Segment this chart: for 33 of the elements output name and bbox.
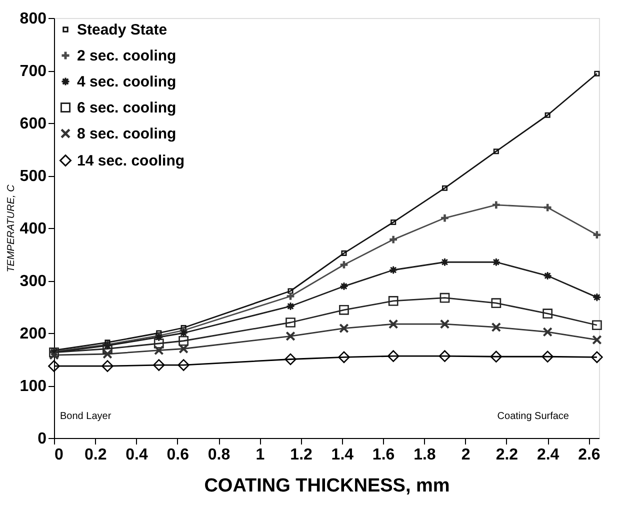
y-tick-label: 0 <box>38 430 47 448</box>
y-axis-title: TEMPERATURE, C <box>6 184 17 272</box>
y-tick-label: 500 <box>20 168 47 185</box>
x-tick-label: 0.8 <box>208 446 230 464</box>
legend-label: 4 sec. cooling <box>77 74 176 90</box>
x-tick-label: 0.6 <box>166 446 190 464</box>
y-tick-label: 600 <box>20 116 47 132</box>
legend-label: 2 sec. cooling <box>77 48 176 64</box>
y-tick-label: 100 <box>20 378 47 395</box>
annotation: Bond Layer <box>60 411 112 422</box>
y-tick-label: 700 <box>20 63 47 80</box>
x-tick-label: 1 <box>256 446 265 464</box>
x-tick-label: 2.6 <box>578 446 600 464</box>
legend-label: Steady State <box>77 22 168 38</box>
legend-label: 14 sec. cooling <box>77 152 185 170</box>
x-tick-label: 0 <box>54 446 64 464</box>
legend-label: 6 sec. cooling <box>77 100 176 116</box>
x-tick-label: 1.2 <box>290 446 313 464</box>
x-tick-label: 0.2 <box>84 446 107 464</box>
x-axis-title: COATING THICKNESS, mm <box>204 476 450 496</box>
x-tick-label: 2 <box>461 446 470 464</box>
x-tick-label: 2.4 <box>536 446 560 464</box>
y-tick-label: 300 <box>20 273 47 290</box>
x-tick-label: 1.8 <box>414 446 436 464</box>
x-tick-label: 0.4 <box>126 446 148 464</box>
annotation: Coating Surface <box>497 411 570 422</box>
y-tick-label: 200 <box>20 326 47 342</box>
y-tick-label: 800 <box>20 10 47 28</box>
x-tick-label: 1.6 <box>372 446 395 464</box>
x-tick-label: 1.4 <box>331 446 354 464</box>
legend-label: 8 sec. cooling <box>77 126 176 142</box>
x-tick-label: 2.2 <box>496 446 518 464</box>
y-tick-label: 400 <box>20 220 47 238</box>
